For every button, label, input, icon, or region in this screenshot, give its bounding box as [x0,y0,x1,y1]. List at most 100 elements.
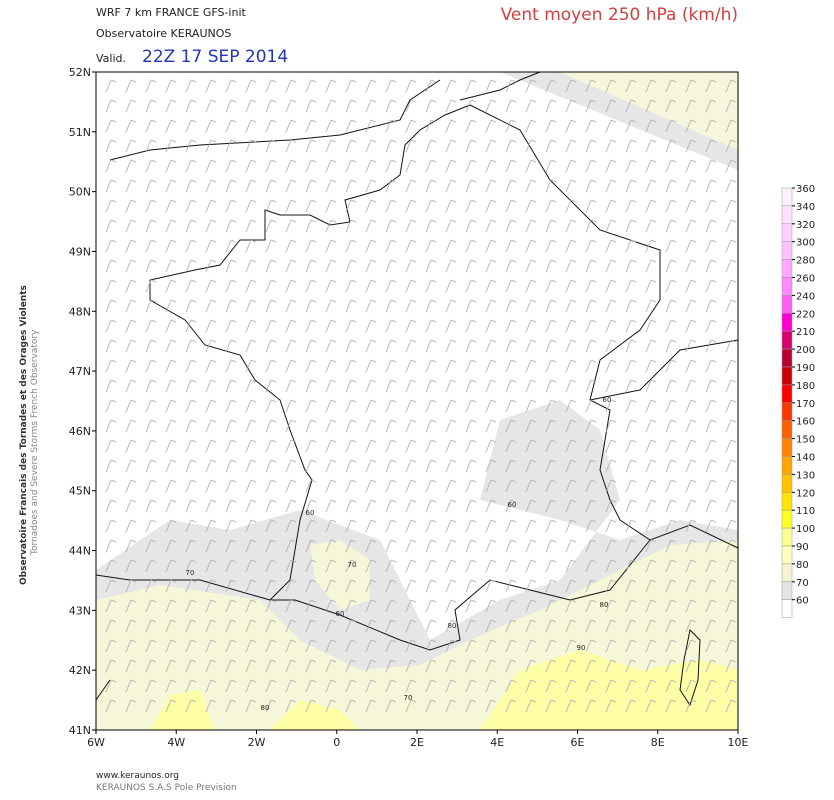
wind-barb [485,339,497,353]
wind-barb [645,659,657,673]
wind-barb [385,259,397,273]
wind-barb [225,119,237,133]
wind-barb [545,419,557,433]
wind-barb [245,299,257,313]
wind-barb [445,519,457,533]
wind-barb [425,639,437,653]
lat-label: 45N [69,485,91,498]
lat-label: 49N [69,245,91,258]
wind-barb [425,579,437,593]
wind-barb [725,219,737,233]
wind-barb [605,379,617,393]
wind-barb [125,299,137,313]
wind-barb [105,339,117,353]
wind-barb [225,479,237,493]
colorbar-swatch [781,330,793,350]
wind-barb [505,499,517,513]
wind-barb [705,379,717,393]
wind-barb [725,499,737,513]
colorbar-label: 280 [796,256,815,267]
wind-barb [105,379,117,393]
wind-barb [405,139,417,153]
wind-barb [625,99,637,113]
wind-barb [545,379,557,393]
lon-label: 4E [490,736,504,749]
wind-barb [625,179,637,193]
colorbar-swatch [781,384,793,404]
colorbar-label: 80 [796,560,809,571]
wind-barb [185,419,197,433]
colorbar-swatch [781,545,793,565]
wind-barb [345,699,357,713]
wind-barb [285,339,297,353]
wind-barb [325,179,337,193]
wind-barb [165,399,177,413]
wind-barb [645,319,657,333]
wind-barb [705,619,717,633]
wind-barb [605,599,617,613]
wind-barb [605,399,617,413]
wind-barb [385,79,397,93]
wind-barb [485,579,497,593]
wind-barb [485,599,497,613]
wind-barb [105,539,117,553]
wind-barb [665,139,677,153]
wind-barb [225,499,237,513]
wind-barb [665,539,677,553]
contour-label: 70 [186,569,195,577]
colorbar-swatch [781,420,793,439]
wind-barb [425,599,437,613]
wind-barb [185,499,197,513]
wind-barb [505,199,517,213]
wind-barb [425,99,437,113]
wind-barb [405,79,417,93]
wind-barb [385,179,397,193]
wind-barb [625,659,637,673]
wind-barb [365,179,377,193]
wind-barb [225,599,237,613]
wind-barb [585,139,597,153]
wind-barb [345,259,357,273]
wind-barb [145,379,157,393]
wind-barb [305,239,317,253]
colorbar-swatch [781,277,793,296]
lat-label: 43N [69,604,91,617]
wind-barb [725,359,737,373]
wind-barb [665,299,677,313]
wind-barb [465,579,477,593]
wind-barb [205,619,217,633]
wind-barb [545,119,557,133]
wind-barb [245,519,257,533]
lon-label: 4W [167,736,185,749]
wind-barb [665,559,677,573]
wind-barb [345,459,357,473]
wind-barb [605,619,617,633]
wind-barb [565,179,577,193]
wind-barb [125,159,137,173]
wind-barb [485,239,497,253]
colorbar-swatch [781,563,793,583]
wind-barb [585,299,597,313]
wind-barb [325,159,337,173]
wind-barb [365,139,377,153]
wind-barb [505,339,517,353]
wind-barb [525,639,537,653]
wind-barb [185,259,197,273]
wind-barb [505,279,517,293]
wind-barb [145,299,157,313]
wind-barb [405,219,417,233]
wind-barb [145,579,157,593]
wind-barb [445,359,457,373]
wind-barb [105,99,117,113]
lon-label: 8E [651,736,665,749]
wind-barb [705,479,717,493]
wind-barb [305,399,317,413]
wind-barb [525,99,537,113]
wind-barb [605,219,617,233]
colorbar-swatch [781,474,793,493]
valid-label: Valid. [96,52,126,65]
wind-barb [565,139,577,153]
wind-barb [325,279,337,293]
wind-barb [405,199,417,213]
wind-barb [385,299,397,313]
